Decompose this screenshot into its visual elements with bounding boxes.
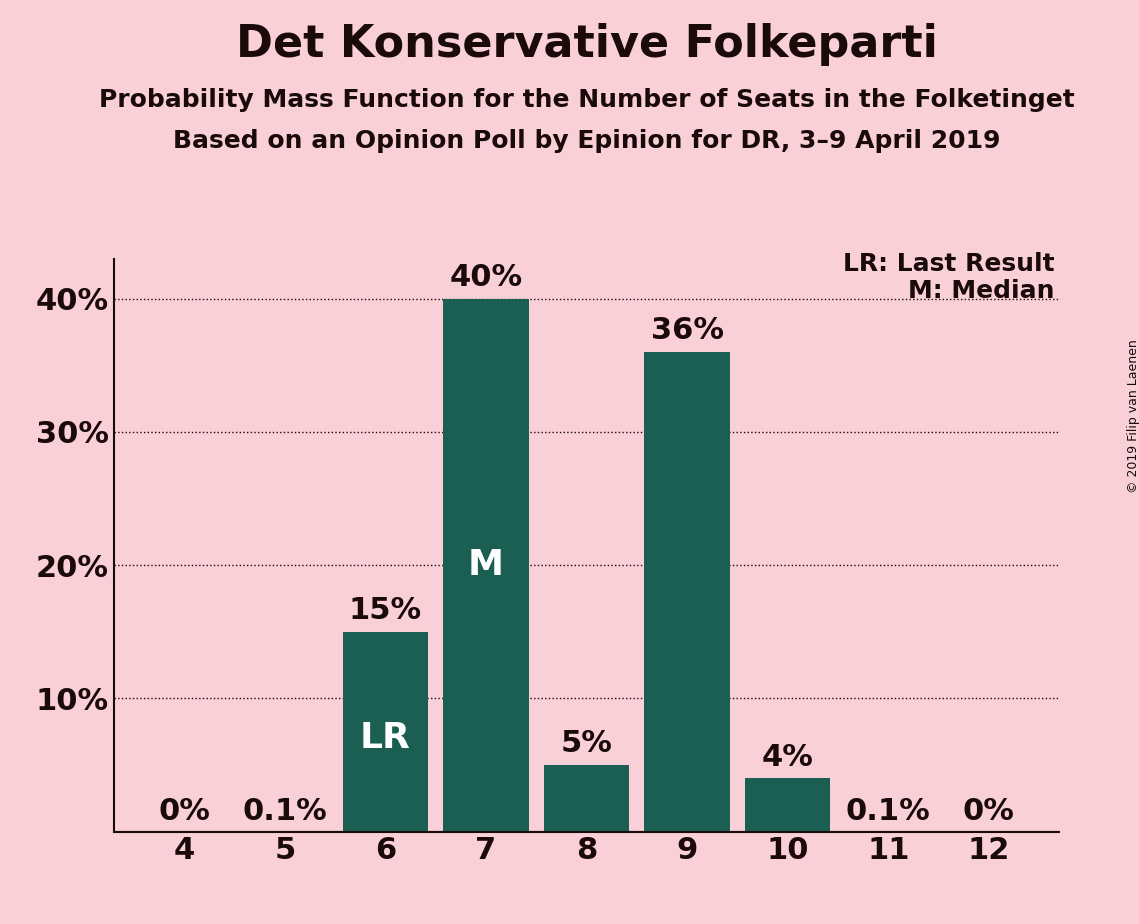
Text: 40%: 40% — [450, 263, 523, 292]
Bar — [443, 298, 528, 832]
Text: Based on an Opinion Poll by Epinion for DR, 3–9 April 2019: Based on an Opinion Poll by Epinion for … — [173, 129, 1000, 153]
Text: 0.1%: 0.1% — [846, 797, 931, 826]
Bar — [343, 632, 428, 832]
Text: 4%: 4% — [762, 743, 813, 772]
Text: LR: Last Result: LR: Last Result — [843, 252, 1055, 276]
Text: Det Konservative Folkeparti: Det Konservative Folkeparti — [236, 23, 937, 67]
Text: 0%: 0% — [158, 797, 211, 826]
Text: 0%: 0% — [962, 797, 1015, 826]
Text: Probability Mass Function for the Number of Seats in the Folketinget: Probability Mass Function for the Number… — [99, 88, 1074, 112]
Text: M: M — [468, 548, 505, 582]
Bar — [645, 352, 730, 832]
Bar — [745, 778, 830, 832]
Text: © 2019 Filip van Laenen: © 2019 Filip van Laenen — [1126, 339, 1139, 492]
Text: M: Median: M: Median — [908, 279, 1055, 303]
Text: 36%: 36% — [650, 316, 723, 346]
Text: 5%: 5% — [560, 729, 613, 759]
Text: 15%: 15% — [349, 596, 423, 626]
Bar — [543, 765, 630, 832]
Text: LR: LR — [360, 722, 411, 755]
Text: 0.1%: 0.1% — [243, 797, 327, 826]
